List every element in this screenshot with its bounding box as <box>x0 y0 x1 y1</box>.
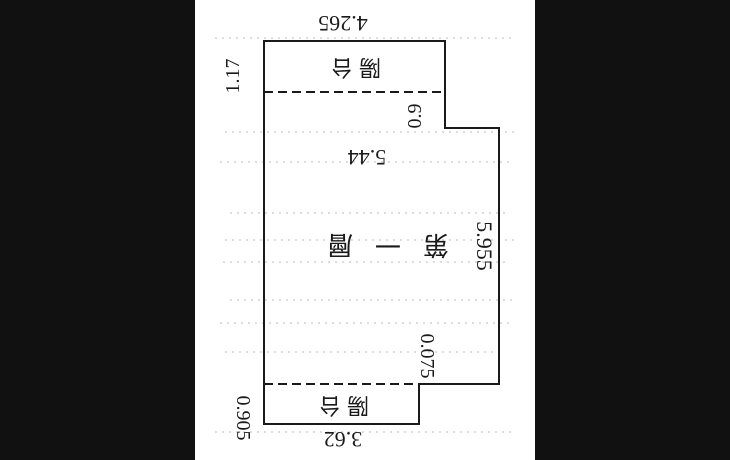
step-offset-label: 0.9 <box>404 104 426 129</box>
floor-plan-drawing: 4.265 1.17 0.9 5.44 5.955 0.075 0.905 3.… <box>215 11 515 452</box>
bottom-balcony-label: 陽台 <box>313 392 369 417</box>
left-dark-margin <box>0 0 195 460</box>
lower-offset-label: 0.075 <box>416 334 438 379</box>
bottom-balcony-depth-label: 0.905 <box>232 396 254 441</box>
scan-noise <box>215 37 515 433</box>
right-dark-margin <box>535 0 730 460</box>
bottom-width-label: 3.62 <box>324 427 363 452</box>
room-outline <box>263 40 500 425</box>
room-name-label: 第一層 <box>305 229 449 259</box>
top-width-label: 4.265 <box>318 11 368 36</box>
interior-width-label: 5.44 <box>348 145 387 170</box>
top-balcony-label: 陽台 <box>325 54 381 79</box>
top-balcony-depth-label: 1.17 <box>222 59 244 94</box>
right-height-label: 5.955 <box>472 221 497 271</box>
